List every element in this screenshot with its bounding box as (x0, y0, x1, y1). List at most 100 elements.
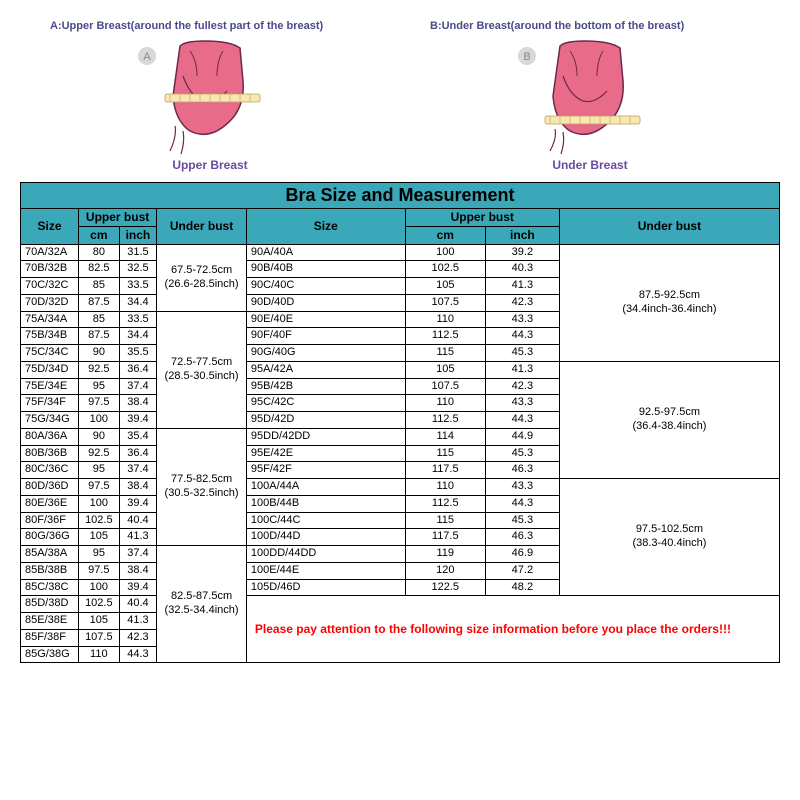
cell-inch: 40.4 (119, 596, 157, 613)
cell-inch: 41.3 (119, 613, 157, 630)
cell-inch: 38.4 (119, 479, 157, 496)
cell-cm: 115 (405, 345, 485, 362)
cell-inch: 45.3 (485, 345, 559, 362)
cell-inch: 46.9 (485, 546, 559, 563)
cell-cm: 95 (78, 462, 119, 479)
cell-size: 95E/42E (246, 445, 405, 462)
cell-under-bust: 82.5-87.5cm(32.5-34.4inch) (157, 546, 247, 663)
cell-cm: 82.5 (78, 261, 119, 278)
cell-cm: 95 (78, 378, 119, 395)
cell-size: 90D/40D (246, 294, 405, 311)
cell-inch: 48.2 (485, 579, 559, 596)
cell-inch: 44.3 (119, 646, 157, 663)
cell-cm: 107.5 (405, 378, 485, 395)
cell-cm: 102.5 (78, 596, 119, 613)
cell-cm: 97.5 (78, 562, 119, 579)
cell-cm: 117.5 (405, 529, 485, 546)
cell-inch: 39.4 (119, 495, 157, 512)
cell-size: 75A/34A (21, 311, 79, 328)
cell-size: 70C/32C (21, 278, 79, 295)
cell-cm: 100 (78, 412, 119, 429)
cell-inch: 44.3 (485, 412, 559, 429)
table-row: 75D/34D92.536.495A/42A10541.392.5-97.5cm… (21, 361, 780, 378)
cell-inch: 37.4 (119, 378, 157, 395)
cell-size: 85G/38G (21, 646, 79, 663)
cell-size: 80E/36E (21, 495, 79, 512)
cell-inch: 37.4 (119, 462, 157, 479)
diagram-b-header: B:Under Breast(around the bottom of the … (430, 20, 684, 32)
col-inch-left: inch (119, 226, 157, 244)
cell-size: 90B/40B (246, 261, 405, 278)
cell-cm: 85 (78, 278, 119, 295)
cell-size: 90F/40F (246, 328, 405, 345)
cell-inch: 33.5 (119, 311, 157, 328)
cell-size: 100DD/44DD (246, 546, 405, 563)
cell-under-bust: 92.5-97.5cm(36.4-38.4inch) (559, 361, 779, 478)
cell-cm: 95 (78, 546, 119, 563)
cell-cm: 110 (78, 646, 119, 663)
cell-inch: 40.4 (119, 512, 157, 529)
cell-cm: 117.5 (405, 462, 485, 479)
cell-inch: 35.5 (119, 345, 157, 362)
table-row: 85D/38D102.540.4Please pay attention to … (21, 596, 780, 613)
cell-cm: 120 (405, 562, 485, 579)
cell-size: 75G/34G (21, 412, 79, 429)
cell-inch: 40.3 (485, 261, 559, 278)
cell-cm: 105 (78, 529, 119, 546)
size-table: Bra Size and Measurement Size Upper bust… (20, 182, 780, 663)
cell-under-bust: 87.5-92.5cm(34.4inch-36.4inch) (559, 244, 779, 361)
cell-size: 90G/40G (246, 345, 405, 362)
cell-inch: 39.4 (119, 412, 157, 429)
cell-inch: 44.9 (485, 428, 559, 445)
cell-size: 95F/42F (246, 462, 405, 479)
cell-inch: 47.2 (485, 562, 559, 579)
diagram-b: B:Under Breast(around the bottom of the … (430, 20, 750, 172)
cell-inch: 46.3 (485, 462, 559, 479)
table-row: 80D/36D97.538.4100A/44A11043.397.5-102.5… (21, 479, 780, 496)
cell-size: 95DD/42DD (246, 428, 405, 445)
col-size-right: Size (246, 208, 405, 244)
cell-cm: 112.5 (405, 495, 485, 512)
cell-size: 80D/36D (21, 479, 79, 496)
cell-cm: 85 (78, 311, 119, 328)
cell-cm: 105 (405, 278, 485, 295)
cell-under-bust: 77.5-82.5cm(30.5-32.5inch) (157, 428, 247, 545)
cell-under-bust: 67.5-72.5cm(26.6-28.5inch) (157, 244, 247, 311)
col-upper-right: Upper bust (405, 208, 559, 226)
cell-cm: 105 (405, 361, 485, 378)
cell-inch: 42.3 (485, 294, 559, 311)
cell-inch: 45.3 (485, 512, 559, 529)
cell-cm: 107.5 (78, 629, 119, 646)
table-title-row: Bra Size and Measurement (21, 183, 780, 209)
cell-inch: 37.4 (119, 546, 157, 563)
cell-size: 80F/36F (21, 512, 79, 529)
cell-size: 70B/32B (21, 261, 79, 278)
col-under-right: Under bust (559, 208, 779, 244)
col-cm-right: cm (405, 226, 485, 244)
warning-cell: Please pay attention to the following si… (246, 596, 779, 663)
svg-text:A: A (143, 51, 151, 63)
cell-inch: 45.3 (485, 445, 559, 462)
cell-size: 70A/32A (21, 244, 79, 261)
cell-size: 95A/42A (246, 361, 405, 378)
cell-cm: 90 (78, 345, 119, 362)
table-row: 70A/32A8031.567.5-72.5cm(26.6-28.5inch)9… (21, 244, 780, 261)
cell-inch: 44.3 (485, 495, 559, 512)
cell-cm: 112.5 (405, 412, 485, 429)
col-size-left: Size (21, 208, 79, 244)
cell-size: 85C/38C (21, 579, 79, 596)
cell-cm: 100 (78, 579, 119, 596)
cell-inch: 32.5 (119, 261, 157, 278)
cell-cm: 100 (78, 495, 119, 512)
cell-size: 85A/38A (21, 546, 79, 563)
cell-cm: 110 (405, 395, 485, 412)
cell-cm: 92.5 (78, 445, 119, 462)
upper-breast-illustration: A (135, 36, 285, 156)
table-header-row: Size Upper bust Under bust Size Upper bu… (21, 208, 780, 226)
cell-cm: 119 (405, 546, 485, 563)
cell-cm: 107.5 (405, 294, 485, 311)
cell-size: 105D/46D (246, 579, 405, 596)
diagram-a-label: Upper Breast (172, 158, 247, 172)
cell-inch: 36.4 (119, 361, 157, 378)
table-title: Bra Size and Measurement (21, 183, 780, 209)
